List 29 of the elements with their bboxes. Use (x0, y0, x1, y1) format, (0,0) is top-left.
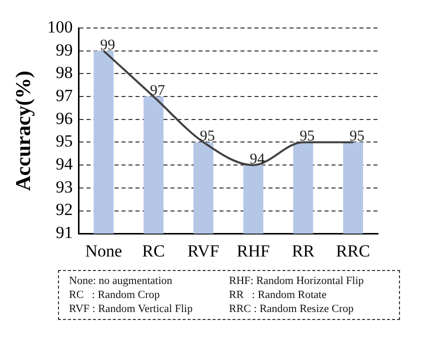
y-tick-label: 97 (56, 86, 74, 105)
data-label: 95 (300, 128, 315, 145)
x-tick-label: RHF (236, 241, 270, 260)
y-tick-label: 96 (56, 108, 73, 128)
data-label: 99 (100, 37, 116, 54)
y-tick-label: 94 (56, 154, 74, 174)
y-axis-title: Accuracy(%) (11, 70, 36, 191)
x-tick-label: None (85, 241, 122, 260)
data-label: 97 (150, 82, 166, 99)
x-tick-label: RR (292, 241, 316, 260)
text: RR : Random Rotate (229, 289, 328, 301)
y-tick-label: 98 (56, 63, 73, 82)
data-label: 94 (250, 152, 266, 168)
text: RC : Random Crop (69, 289, 161, 301)
text: None: no augmentation (69, 275, 174, 287)
y-tick-label: 92 (56, 200, 73, 220)
x-tick-label: RVF (188, 241, 220, 260)
data-label: 95 (350, 128, 365, 145)
x-tick-label: RC (142, 241, 165, 260)
x-tick-label: RRC (336, 241, 370, 260)
text: RRC : Random Resize Crop (229, 303, 355, 315)
y-tick-label: 100 (47, 17, 73, 36)
data-label: 95 (200, 128, 215, 145)
y-tick-label: 91 (56, 223, 73, 242)
y-tick-label: 99 (56, 40, 73, 60)
text: RVF : Random Vertical Flip (69, 303, 194, 315)
y-tick-label: 93 (56, 177, 73, 196)
y-tick-label: 95 (56, 132, 73, 151)
text: RHF: Random Horizontal Flip (229, 275, 365, 287)
